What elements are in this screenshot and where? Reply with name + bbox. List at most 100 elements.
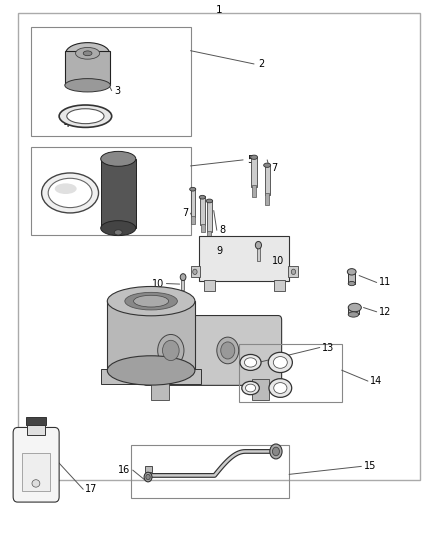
Ellipse shape xyxy=(48,178,92,207)
Bar xyxy=(204,280,215,291)
Text: 5: 5 xyxy=(247,155,254,165)
Ellipse shape xyxy=(255,241,261,249)
Bar xyxy=(27,424,45,435)
Bar xyxy=(201,224,205,232)
Ellipse shape xyxy=(348,303,361,312)
Bar xyxy=(191,266,200,277)
Ellipse shape xyxy=(162,341,179,361)
Bar xyxy=(348,271,355,284)
Text: 17: 17 xyxy=(85,484,98,494)
Ellipse shape xyxy=(125,292,177,310)
Ellipse shape xyxy=(348,312,359,317)
Ellipse shape xyxy=(146,474,150,480)
Ellipse shape xyxy=(221,342,235,359)
Bar xyxy=(251,157,257,187)
Ellipse shape xyxy=(273,357,287,368)
Text: 3: 3 xyxy=(114,86,120,95)
Text: 6: 6 xyxy=(88,192,94,202)
Bar xyxy=(199,236,289,281)
Ellipse shape xyxy=(83,51,92,56)
Ellipse shape xyxy=(114,230,122,235)
Ellipse shape xyxy=(67,109,104,124)
Ellipse shape xyxy=(42,173,99,213)
Ellipse shape xyxy=(107,356,195,385)
Text: 10: 10 xyxy=(272,256,284,266)
Bar xyxy=(274,280,285,291)
Bar xyxy=(31,147,191,235)
Ellipse shape xyxy=(59,105,112,127)
Ellipse shape xyxy=(272,447,279,456)
Ellipse shape xyxy=(244,358,257,367)
Bar xyxy=(252,379,269,400)
Text: 14: 14 xyxy=(370,376,382,386)
Text: 7: 7 xyxy=(272,163,278,173)
Ellipse shape xyxy=(291,269,296,274)
Bar xyxy=(288,266,298,277)
Ellipse shape xyxy=(269,378,292,398)
Text: 13: 13 xyxy=(322,343,334,352)
Bar xyxy=(207,200,212,232)
Text: 8: 8 xyxy=(219,225,225,235)
Ellipse shape xyxy=(217,337,239,364)
Text: 12: 12 xyxy=(379,307,391,317)
Text: 2: 2 xyxy=(258,59,265,69)
Ellipse shape xyxy=(190,187,196,191)
Ellipse shape xyxy=(66,43,110,64)
Ellipse shape xyxy=(242,382,259,394)
Bar xyxy=(257,244,260,261)
Bar xyxy=(200,196,205,225)
Bar xyxy=(101,369,201,384)
Ellipse shape xyxy=(268,352,293,373)
Ellipse shape xyxy=(240,354,261,370)
Ellipse shape xyxy=(193,269,197,274)
Ellipse shape xyxy=(251,155,258,159)
Ellipse shape xyxy=(101,221,136,236)
Ellipse shape xyxy=(107,287,195,316)
Text: 1: 1 xyxy=(215,5,223,14)
Text: 4: 4 xyxy=(64,119,70,128)
Text: 11: 11 xyxy=(379,278,391,287)
Ellipse shape xyxy=(199,196,205,199)
Text: 16: 16 xyxy=(118,465,131,475)
Ellipse shape xyxy=(55,183,77,194)
Bar xyxy=(207,231,211,237)
Ellipse shape xyxy=(348,281,355,286)
Bar xyxy=(145,466,152,472)
Ellipse shape xyxy=(245,384,256,392)
Bar xyxy=(348,306,359,314)
Ellipse shape xyxy=(264,163,271,167)
FancyBboxPatch shape xyxy=(13,427,59,502)
Bar xyxy=(265,165,270,195)
Bar xyxy=(239,344,342,402)
Text: 15: 15 xyxy=(364,462,376,471)
Bar xyxy=(101,159,136,228)
Ellipse shape xyxy=(65,78,110,92)
Bar xyxy=(265,193,269,205)
Ellipse shape xyxy=(274,383,287,393)
Ellipse shape xyxy=(206,199,213,203)
Bar xyxy=(252,185,256,197)
Bar xyxy=(107,301,195,370)
Bar xyxy=(151,379,169,400)
Bar xyxy=(181,276,184,290)
Bar xyxy=(26,417,46,425)
Ellipse shape xyxy=(158,335,184,367)
Ellipse shape xyxy=(180,274,186,280)
Bar xyxy=(22,453,50,491)
Ellipse shape xyxy=(347,269,356,275)
Ellipse shape xyxy=(144,472,152,482)
Ellipse shape xyxy=(101,151,136,166)
Text: 7: 7 xyxy=(182,208,188,218)
Bar xyxy=(191,188,195,217)
Bar xyxy=(131,445,289,498)
Text: 10: 10 xyxy=(152,279,164,288)
Bar xyxy=(191,216,195,224)
Ellipse shape xyxy=(32,480,40,487)
Bar xyxy=(18,13,420,480)
Ellipse shape xyxy=(270,444,282,459)
Ellipse shape xyxy=(76,47,100,59)
Bar xyxy=(31,27,191,136)
Text: 9: 9 xyxy=(217,246,223,255)
Ellipse shape xyxy=(134,295,169,307)
Bar xyxy=(65,51,110,85)
